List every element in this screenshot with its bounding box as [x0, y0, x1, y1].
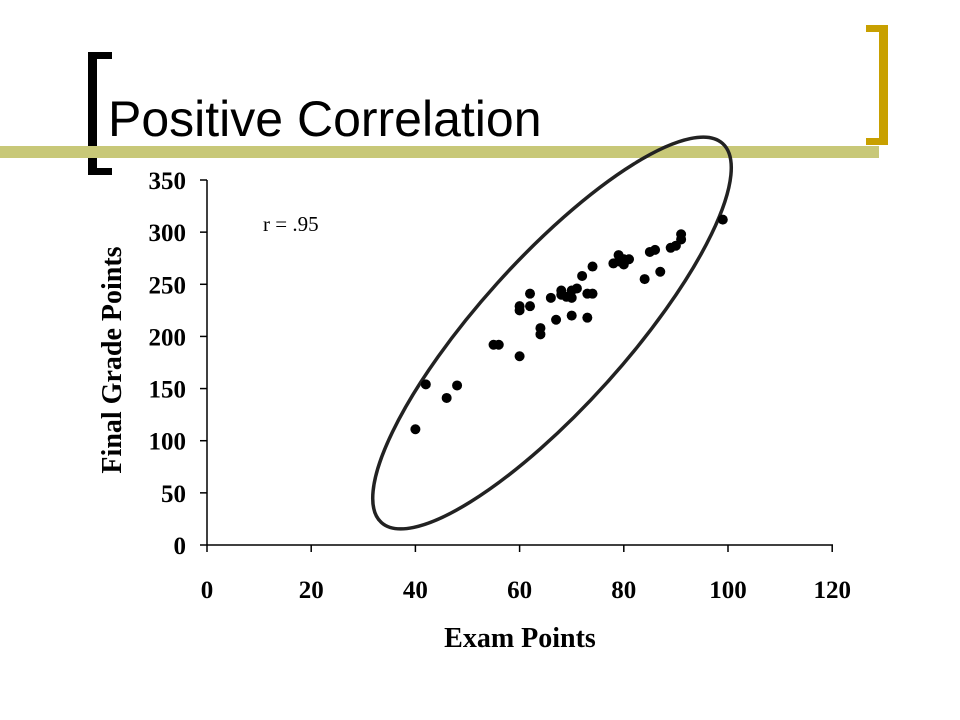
correlation-annotation: r = .95 — [263, 212, 319, 236]
scatter-point — [566, 292, 577, 303]
y-tick-label: 250 — [149, 272, 187, 299]
x-axis-label: Exam Points — [444, 623, 596, 654]
scatter-point — [624, 254, 635, 265]
y-axis-ticks: 0 50 100 150 200 250 300 350 — [149, 168, 207, 560]
left-bracket-bottom — [88, 168, 112, 175]
scatter-point — [577, 270, 588, 281]
y-tick-label: 100 — [149, 429, 187, 456]
left-bracket-top — [88, 52, 112, 59]
scatter-point — [420, 379, 431, 390]
scatter-point — [525, 288, 536, 299]
x-axis-ticks: 0 20 40 60 80 100 120 — [201, 545, 851, 604]
scatter-point — [441, 392, 452, 403]
y-tick-label: 0 — [174, 533, 187, 560]
x-tick-label: 100 — [709, 577, 747, 604]
scatter-point — [493, 339, 504, 350]
scatter-point — [639, 274, 650, 285]
scatter-point — [452, 380, 463, 391]
scatter-point — [566, 310, 577, 321]
scatter-point — [676, 229, 687, 240]
scatter-point — [525, 301, 536, 312]
scatter-point — [717, 214, 728, 225]
slide-title: Positive Correlation — [108, 91, 542, 147]
scatter-point — [587, 288, 598, 299]
x-tick-label: 120 — [813, 577, 851, 604]
highlight-ellipse — [370, 135, 734, 531]
left-bracket-bar — [88, 52, 97, 175]
scatter-point — [571, 283, 582, 294]
scatter-point — [655, 266, 666, 277]
scatter-point — [535, 323, 546, 334]
scatter-point — [650, 244, 661, 255]
x-tick-label: 20 — [299, 577, 324, 604]
right-bracket-top — [866, 25, 888, 32]
scatter-point — [545, 292, 556, 303]
right-bracket-bar — [879, 25, 888, 145]
y-tick-label: 300 — [149, 220, 187, 247]
y-tick-label: 50 — [161, 481, 186, 508]
scatter-point — [587, 261, 598, 272]
x-tick-label: 60 — [507, 577, 532, 604]
y-tick-label: 150 — [149, 377, 187, 404]
x-tick-label: 0 — [201, 577, 214, 604]
y-tick-label: 350 — [149, 168, 187, 195]
scatter-point — [410, 424, 421, 435]
scatter-point — [514, 301, 525, 312]
scatter-point — [582, 312, 593, 323]
x-tick-label: 40 — [403, 577, 428, 604]
right-bracket-bottom — [866, 138, 888, 145]
scatter-point — [551, 314, 562, 325]
x-tick-label: 80 — [611, 577, 636, 604]
y-tick-label: 200 — [149, 324, 187, 351]
data-points — [410, 214, 728, 435]
scatter-point — [514, 351, 525, 362]
y-axis-label: Final Grade Points — [97, 246, 128, 473]
